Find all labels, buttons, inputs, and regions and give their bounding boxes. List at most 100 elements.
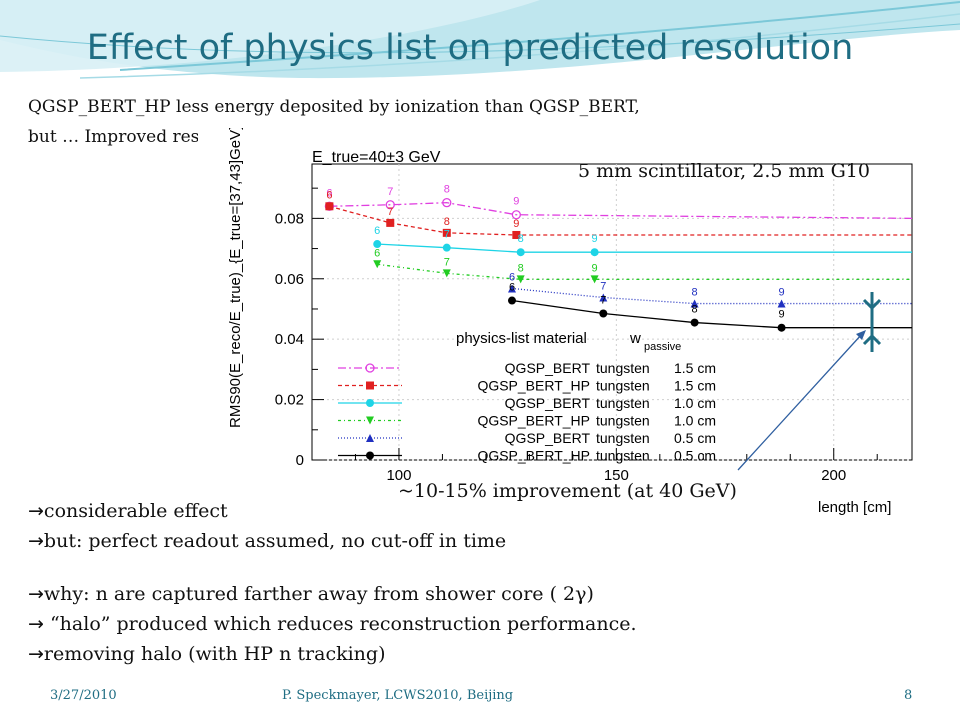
legend-physics: QGSP_BERT: [505, 360, 591, 376]
data-point: [777, 299, 786, 308]
bullet-text: “halo” produced which reduces reconstruc…: [43, 613, 637, 635]
series-5: [508, 284, 912, 308]
data-point: [442, 198, 452, 208]
legend-physics: QGSP_BERT: [505, 395, 591, 411]
legend-physics: QGSP_BERT_HP: [477, 448, 590, 464]
footer-center: P. Speckmayer, LCWS2010, Beijing: [282, 688, 514, 703]
legend-marker: [366, 381, 374, 390]
series-line: [377, 263, 912, 281]
series-3: [373, 240, 912, 257]
data-point-label: 7: [387, 206, 393, 218]
legend-material: tungsten: [596, 395, 650, 411]
data-point-label: 6: [374, 247, 380, 259]
legend-w: 1.5 cm: [674, 378, 716, 394]
x-axis-title: length [cm]: [818, 499, 891, 516]
data-point-label: 8: [444, 216, 450, 228]
legend-w: 0.5 cm: [674, 430, 716, 446]
bullet-text: but: perfect readout assumed, no cut-off…: [43, 530, 507, 552]
x-tick-label: 100: [386, 467, 411, 484]
bullet-text: considerable effect: [43, 500, 228, 522]
data-point: [325, 202, 334, 211]
legend-marker: [366, 416, 374, 425]
data-point: [690, 318, 699, 327]
data-point: [516, 275, 525, 284]
y-axis-title: RMS90(E_reco/E_true)_{E_true=[37,43]GeV}: [227, 128, 244, 428]
data-point: [599, 293, 608, 302]
bullet-item: → “halo” produced which reduces reconstr…: [28, 609, 637, 639]
data-point-label: 9: [779, 287, 785, 299]
data-point: [442, 243, 451, 252]
intro-line-1: QGSP_BERT_HP less energy deposited by io…: [28, 97, 640, 117]
y-tick-label: 0: [296, 452, 304, 469]
data-point-label: 6: [374, 225, 380, 237]
chart-canvas: [198, 128, 942, 520]
legend-material: tungsten: [596, 378, 650, 394]
scintillator-note: 5 mm scintillator, 2.5 mm G10: [578, 160, 870, 182]
bullet-item: →but: perfect readout assumed, no cut-of…: [28, 526, 506, 556]
legend-marker: [366, 399, 374, 407]
footer-date: 3/27/2010: [50, 688, 117, 703]
data-point-label: 9: [513, 196, 519, 208]
data-point-label: 7: [444, 229, 450, 241]
data-point-label: 9: [513, 218, 519, 230]
arrow-up-icon: [862, 333, 882, 346]
series-4: [373, 260, 912, 284]
series-2: [325, 202, 912, 239]
legend-material: tungsten: [596, 413, 650, 429]
data-point-label: 9: [592, 233, 598, 245]
data-point: [590, 275, 599, 284]
data-point: [511, 210, 521, 220]
y-tick-label: 0.06: [275, 271, 304, 288]
legend-material: tungsten: [596, 360, 650, 376]
arrow-right-icon: →: [28, 643, 44, 665]
data-point-label: 8: [518, 233, 524, 245]
legend-marker: [366, 434, 374, 442]
data-point: [373, 240, 382, 249]
data-point-label: 7: [444, 256, 450, 268]
legend-physics: QGSP_BERT_HP: [477, 378, 590, 394]
legend-w: 1.5 cm: [674, 360, 716, 376]
data-point-label: 6: [509, 271, 515, 283]
data-point: [442, 228, 451, 237]
bullet-group-effect: →considerable effect →but: perfect reado…: [28, 496, 506, 556]
arrow-right-icon: →: [28, 613, 44, 635]
resolution-chart: 0 0.02 0.04 0.06 0.08 100 150 200 length [cm] RMS…: [198, 128, 942, 520]
series-6: [508, 296, 912, 332]
legend-header-w: w: [629, 330, 641, 347]
bullet-text: why: n are captured farther away from sh…: [43, 583, 594, 605]
legend-w: 1.0 cm: [674, 395, 716, 411]
y-tick-label: 0.04: [275, 331, 304, 348]
legend-header-text: physics-list material: [456, 330, 587, 347]
data-point: [385, 200, 395, 210]
y-tick-label: 0.02: [275, 392, 304, 409]
data-point: [690, 299, 699, 308]
bullet-group-why: → why: n are captured farther away from s…: [28, 579, 637, 669]
footer-page-number: 8: [904, 688, 913, 703]
data-point-label: 9: [779, 309, 785, 321]
data-point-label: 8: [692, 304, 698, 316]
data-point: [508, 284, 516, 293]
series-line: [329, 202, 913, 220]
data-point-label: 9: [592, 262, 598, 274]
data-point-label: 8: [692, 287, 698, 299]
data-point: [508, 296, 516, 305]
slide-title: Effect of physics list on predicted reso…: [86, 28, 854, 68]
data-point: [386, 218, 395, 227]
bullet-item: →removing halo (with HP n tracking): [28, 639, 637, 669]
data-point-label: 7: [600, 281, 606, 293]
improvement-note: ~10-15% improvement (at 40 GeV): [398, 480, 737, 502]
legend-material: tungsten: [596, 430, 650, 446]
legend-marker: [366, 451, 374, 460]
pointer-arrowhead-icon: [856, 330, 866, 340]
arrow-right-icon: →: [28, 500, 44, 522]
data-point: [777, 323, 786, 332]
legend-material: tungsten: [596, 448, 650, 464]
data-point-label: 8: [518, 262, 524, 274]
legend-physics: QGSP_BERT_HP: [477, 413, 590, 429]
data-point-label: 6: [509, 282, 515, 294]
legend-physics: QGSP_BERT: [505, 430, 591, 446]
bullet-item: →considerable effect: [28, 496, 506, 526]
data-point: [516, 248, 525, 257]
arrow-right-icon: →: [28, 530, 44, 552]
data-point-label: 7: [600, 295, 606, 307]
